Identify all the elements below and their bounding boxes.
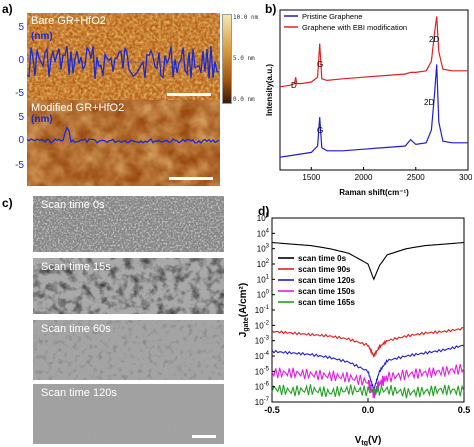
jv-ytick-label-12: 10-7 [255,397,270,407]
jv-ytick-label-5: 100 [257,290,270,300]
jv-series-0 [271,241,465,281]
panel-letter-b: b) [265,2,277,16]
afm-top-ytick-5: 5 [18,22,24,33]
sem-image-15s: Scan time 15s [33,258,224,314]
afm-bottom-ytick-neg5: -5 [15,160,24,171]
raman-xtick-label-1: 2000 [355,173,373,182]
panel-letter-a: a) [2,2,13,16]
colorbar-label-mid: 5.0 nm [233,55,255,62]
jv-legend-label-0: scan time 0s [298,254,347,263]
jv-ytick-label-2: 103 [257,244,270,254]
jv-ytick-label-6: 10-1 [255,305,270,315]
jv-ytick-label-0: 105 [257,213,270,223]
jv-ytick-label-3: 102 [257,259,270,269]
raman-xtick-label-2: 2500 [407,173,425,182]
raman-xtick-label-3: 3000 [459,173,472,182]
raman-legend-ebi: Graphene with EBI modification [302,23,407,32]
afm-bottom-scalebar [169,177,213,180]
raman-spectrum-chart: 1500 2000 2500 3000 Pristine Graphene Graph… [265,9,472,197]
jv-series-1 [271,326,465,359]
jv-series-4 [271,384,465,399]
raman-x-axis-label: Raman shift(cm⁻¹) [339,188,409,197]
afm-top-ytick-neg5: -5 [15,88,24,99]
jv-ytick-label-1: 104 [257,228,270,238]
sem-label-60s: Scan time 60s [41,323,111,335]
afm-bottom-profile-line [27,126,220,144]
sem-image-120s: Scan time 120s [33,384,224,444]
jv-ytick-label-8: 10-3 [255,336,270,346]
afm-image-bare: Bare GR+HfO2 (nm) [27,13,220,100]
afm-top-texture [27,13,220,100]
sem-label-0s: Scan time 0s [41,199,105,211]
gate-current-chart: 105 104 103 102 101 100 10-1 10-2 10-3 10-4 10-5 10… [238,213,471,446]
afm-bottom-ytick-5: 5 [18,112,24,123]
raman-annotation-d: D [291,81,297,90]
afm-colorbar [222,14,232,104]
jv-ytick-label-4: 101 [257,274,270,284]
raman-plot-frame [279,9,469,171]
jv-legend-label-2: scan time 120s [298,276,355,285]
jv-xtick-label-0: -0.5 [264,405,280,415]
afm-top-profile-line [27,45,220,79]
afm-bottom-texture [27,100,220,186]
colorbar-label-max: 10.0 nm [233,14,259,21]
panel-letter-d: d) [258,204,270,218]
jv-xtick-label-2: 0.5 [458,405,471,415]
jv-ytick-label-9: 10-4 [255,351,270,361]
afm-bottom-ytick-0: 0 [18,135,24,146]
jv-xtick-label-1: 0.0 [362,405,375,415]
panel-letter-c: c) [2,196,13,210]
raman-annotation-g-bottom: G [317,126,323,135]
raman-series-1 [279,16,468,88]
afm-bottom-unit: (nm) [31,114,53,125]
afm-top-title: Bare GR+HfO2 [31,15,106,27]
jv-ytick-label-10: 10-5 [255,366,270,376]
raman-xtick-label-0: 1500 [302,173,320,182]
jv-legend-label-1: scan time 90s [298,265,351,274]
colorbar-label-min: 0.0 nm [233,96,255,103]
afm-top-scalebar [167,93,211,96]
raman-annotation-2d-bottom: 2D [424,98,434,107]
jv-legend-label-4: scan time 165s [298,298,355,307]
raman-y-axis-label: Intensity(a.u.) [265,64,274,116]
afm-bottom-title: Modified GR+HfO2 [31,102,125,114]
jv-x-axis-label: Vtg(V) [355,435,382,446]
afm-top-ytick-0: 0 [18,55,24,66]
afm-image-modified: Modified GR+HfO2 (nm) [27,100,220,186]
jv-ytick-label-7: 10-2 [255,320,270,330]
sem-image-60s: Scan time 60s [33,320,224,380]
sem-label-15s: Scan time 15s [41,261,111,273]
jv-y-axis-label: Jgate(A/cm²) [238,283,250,337]
raman-annotation-2d-top: 2D [429,35,439,44]
raman-annotation-g-top: G [317,60,323,69]
afm-top-unit: (nm) [31,31,53,42]
raman-series-0 [279,64,468,158]
sem-scalebar [192,435,216,438]
raman-legend-pristine: Pristine Graphene [302,12,362,21]
jv-legend-label-3: scan time 150s [298,287,355,296]
sem-label-120s: Scan time 120s [41,387,117,399]
jv-ytick-label-11: 10-6 [255,382,270,392]
sem-image-0s: Scan time 0s [33,196,224,252]
jv-series-3 [271,363,465,399]
